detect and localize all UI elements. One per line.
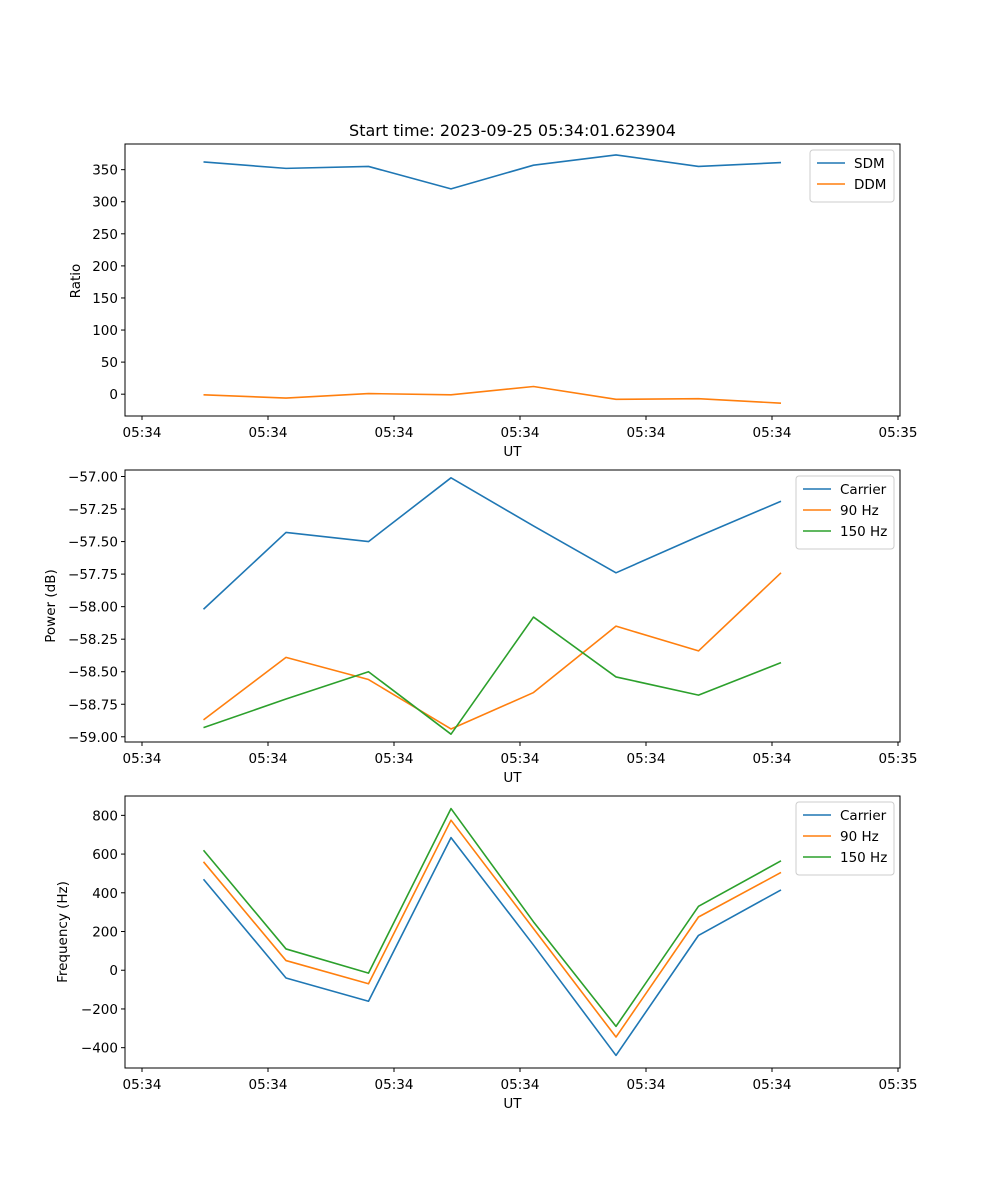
y-tick-label: 300 [92, 195, 118, 211]
legend-entry-150-hz: 150 Hz [840, 850, 887, 866]
x-axis-label: UT [503, 770, 522, 786]
legend-entry-150-hz: 150 Hz [840, 524, 887, 540]
frequency-plot-area: −400 −200 0 200 400 600 800 05:34 05:34 05:34 05:3… [81, 795, 918, 1093]
y-tick-label: 100 [92, 323, 118, 339]
x-tick-label: 05:34 [249, 425, 288, 441]
y-tick-label: 250 [92, 227, 118, 243]
y-tick-label: −59.00 [68, 730, 118, 746]
y-tick-label: −57.75 [68, 567, 118, 583]
y-tick-label: −200 [81, 1002, 118, 1018]
y-tick-label: 150 [92, 291, 118, 307]
y-tick-label: −57.25 [68, 502, 118, 518]
ratio-chart: Start time: 2023-09-25 05:34:01.623904 0… [68, 121, 917, 460]
legend: Carrier 90 Hz 150 Hz [795, 801, 895, 876]
x-tick-label: 05:34 [249, 1077, 288, 1093]
x-tick-label: 05:34 [123, 751, 162, 767]
x-axis-label: UT [503, 1096, 522, 1112]
y-tick-label: −58.25 [68, 632, 118, 648]
y-tick-label: 600 [92, 847, 118, 863]
power-plot-area: −59.00 −58.75 −58.50 −58.25 −58.00 −57.75 −57.… [68, 469, 918, 767]
legend-entry-sdm: SDM [854, 156, 885, 172]
x-tick-label: 05:34 [123, 1077, 162, 1093]
legend: SDM DDM [809, 149, 895, 203]
chart-title: Start time: 2023-09-25 05:34:01.623904 [349, 121, 676, 140]
x-tick-label: 05:34 [627, 1077, 666, 1093]
series-line-90-hz [202, 819, 782, 1038]
series-line-ddm [203, 385, 782, 404]
frequency-chart: −400 −200 0 200 400 600 800 05:34 05:34 05:34 05:3… [55, 795, 918, 1112]
legend-entry-ddm: DDM [854, 177, 886, 193]
series-line-carrier [202, 477, 782, 610]
x-tick-label: 05:35 [879, 1077, 918, 1093]
y-tick-label: 0 [109, 963, 118, 979]
legend: Carrier 90 Hz 150 Hz [795, 475, 895, 550]
x-tick-label: 05:35 [879, 751, 918, 767]
y-tick-label: 400 [92, 886, 118, 902]
x-tick-label: 05:34 [627, 751, 666, 767]
x-tick-label: 05:34 [753, 425, 792, 441]
y-axis-label: Power (dB) [43, 569, 59, 642]
x-tick-label: 05:34 [501, 1077, 540, 1093]
y-tick-label: −400 [81, 1041, 118, 1057]
y-tick-label: −58.50 [68, 665, 118, 681]
y-tick-label: −58.00 [68, 600, 118, 616]
y-tick-label: 200 [92, 925, 118, 941]
axes-frame [124, 143, 901, 417]
ratio-plot-area: 0 50 100 150 200 250 300 350 05:34 05:34 05:34 05:3… [92, 143, 918, 441]
x-tick-label: 05:34 [249, 751, 288, 767]
x-tick-label: 05:34 [753, 751, 792, 767]
x-tick-label: 05:34 [501, 425, 540, 441]
x-tick-label: 05:34 [627, 425, 666, 441]
legend-entry-carrier: Carrier [840, 808, 887, 824]
x-tick-label: 05:34 [375, 1077, 414, 1093]
x-tick-label: 05:34 [501, 751, 540, 767]
series-line-carrier [202, 836, 782, 1057]
y-tick-label: −57.00 [68, 470, 118, 486]
x-tick-label: 05:34 [375, 751, 414, 767]
series-line-90-hz [203, 572, 782, 730]
x-tick-label: 05:35 [879, 425, 918, 441]
power-chart: −59.00 −58.75 −58.50 −58.25 −58.00 −57.75 −57.… [43, 469, 918, 786]
y-tick-label: −57.50 [68, 535, 118, 551]
y-axis-label: Frequency (Hz) [55, 881, 71, 983]
y-tick-label: 800 [92, 808, 118, 824]
axes-frame [124, 469, 901, 743]
y-tick-label: 350 [92, 163, 118, 179]
y-tick-label: 0 [109, 387, 118, 403]
x-tick-label: 05:34 [123, 425, 162, 441]
legend-entry-carrier: Carrier [840, 482, 887, 498]
x-axis-label: UT [503, 444, 522, 460]
y-tick-label: 200 [92, 259, 118, 275]
x-tick-label: 05:34 [375, 425, 414, 441]
legend-entry-90-hz: 90 Hz [840, 829, 879, 845]
legend-entry-90-hz: 90 Hz [840, 503, 879, 519]
y-axis-label: Ratio [68, 264, 84, 299]
x-tick-label: 05:34 [753, 1077, 792, 1093]
y-tick-label: −58.75 [68, 697, 118, 713]
series-line-150-hz [203, 616, 782, 735]
y-tick-label: 50 [101, 355, 118, 371]
series-line-sdm [203, 154, 782, 190]
series-line-150-hz [202, 807, 782, 1028]
